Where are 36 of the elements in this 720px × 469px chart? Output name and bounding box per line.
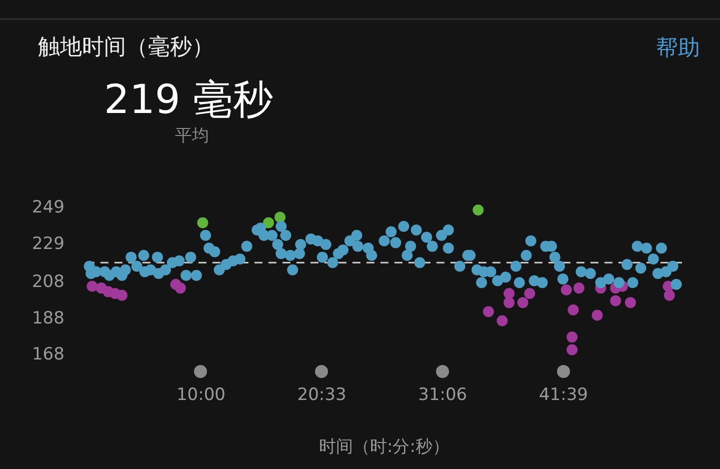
y-tick-label: 229 [32,234,64,254]
chart-title: 触地时间（毫秒） [38,34,214,62]
point [517,297,528,308]
point [524,288,536,299]
point [610,295,622,306]
point [624,297,636,308]
point [592,310,603,321]
point [568,304,579,316]
point [496,315,508,326]
point [174,282,186,294]
point [274,212,286,223]
x-tick-label: 20:33 [297,384,346,405]
x-tick-label: 41:39 [538,384,588,405]
y-tick-label: 208 [32,272,64,292]
y-tick-label: 249 [32,198,64,218]
point [482,306,494,318]
point [504,288,515,299]
y-tick-label: 168 [32,344,64,365]
point [263,217,274,228]
text: 帮助 [656,35,700,63]
point [86,280,98,292]
x-tick-label: 31:06 [418,384,468,405]
point [664,290,675,301]
text: 219 毫秒 [104,76,274,125]
point [560,284,572,296]
point [116,290,128,301]
point [472,204,484,216]
point [197,217,208,228]
x-tick-label: 10:00 [176,384,226,405]
point [566,344,578,356]
point [504,297,515,308]
text: 平均 [175,125,209,147]
x-axis-title: 时间（时:分:秒） [318,437,450,458]
y-tick-label: 188 [32,308,64,328]
point [573,282,584,294]
point [566,332,578,343]
